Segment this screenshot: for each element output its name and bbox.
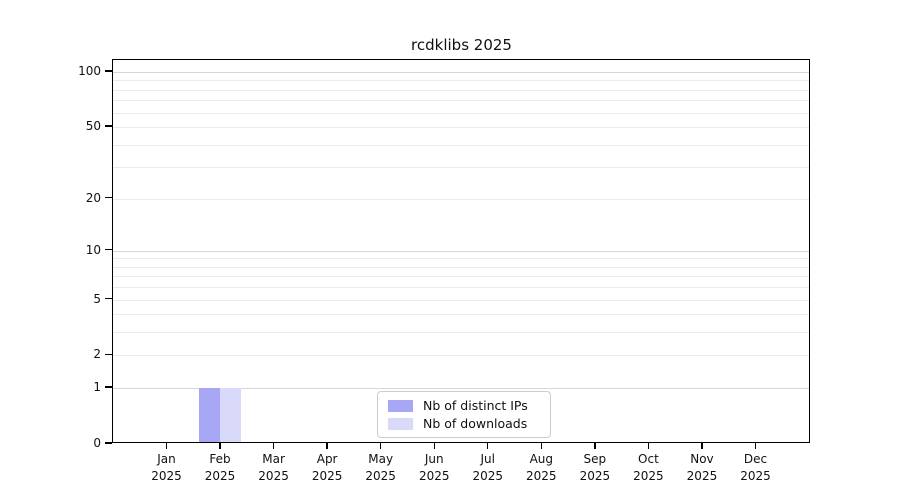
y-tick xyxy=(105,70,112,72)
x-tick-label: Jul 2025 xyxy=(472,452,504,483)
x-tick-label: Feb 2025 xyxy=(204,452,236,483)
gridline xyxy=(113,100,809,102)
y-tick xyxy=(105,297,112,300)
y-tick-label: 10 xyxy=(85,242,101,257)
gridline xyxy=(113,355,809,357)
gridline xyxy=(113,287,809,289)
gridline xyxy=(113,112,809,114)
x-tick-label: Aug 2025 xyxy=(526,452,557,483)
gridline xyxy=(113,89,809,91)
legend-label-downloads: Nb of downloads xyxy=(423,416,528,431)
x-tick-label: Oct 2025 xyxy=(633,452,664,483)
x-tick xyxy=(487,443,489,449)
legend-item-downloads: Nb of downloads xyxy=(388,416,540,431)
gridline xyxy=(113,80,809,82)
gridline xyxy=(113,126,809,128)
y-tick-label: 100 xyxy=(78,63,101,78)
y-tick-label: 0 xyxy=(93,436,101,450)
y-tick xyxy=(105,442,112,444)
gridline-major xyxy=(113,250,809,252)
gridline xyxy=(113,332,809,334)
gridline-major xyxy=(113,71,809,73)
x-tick xyxy=(540,443,542,449)
gridline xyxy=(113,266,809,268)
y-tick xyxy=(105,386,112,388)
gridline xyxy=(113,144,809,146)
x-tick-label: Nov 2025 xyxy=(686,452,718,483)
x-tick xyxy=(594,443,596,449)
x-tick xyxy=(754,443,757,449)
chart-title: rcdklibs 2025 xyxy=(411,36,512,54)
x-tick-label: Mar 2025 xyxy=(258,452,289,483)
y-tick-label: 5 xyxy=(93,291,101,306)
gridline xyxy=(113,299,809,301)
gridline xyxy=(113,167,809,169)
legend: Nb of distinct IPs Nb of downloads xyxy=(377,391,551,438)
x-tick-label: Jan 2025 xyxy=(151,452,182,483)
y-tick-label: 20 xyxy=(85,190,101,205)
x-tick xyxy=(326,443,328,449)
x-tick-label: Apr 2025 xyxy=(311,452,343,483)
bar-distinct-ips xyxy=(199,388,221,442)
gridline xyxy=(113,276,809,278)
gridline xyxy=(113,198,809,200)
gridline-major xyxy=(113,388,809,390)
bar-downloads xyxy=(220,388,242,442)
x-tick xyxy=(165,443,168,449)
legend-swatch-distinct-ips xyxy=(388,399,413,412)
x-tick-label: May 2025 xyxy=(365,452,396,483)
y-tick-label: 1 xyxy=(93,380,101,395)
y-tick xyxy=(105,196,112,199)
x-tick-label: Jun 2025 xyxy=(418,452,450,483)
y-tick-label: 50 xyxy=(85,118,101,133)
x-tick xyxy=(647,443,650,449)
legend-label-distinct-ips: Nb of distinct IPs xyxy=(423,398,528,413)
x-tick xyxy=(379,443,382,449)
x-tick xyxy=(701,443,703,449)
y-tick xyxy=(105,248,112,251)
gridline xyxy=(113,314,809,316)
plot-area xyxy=(112,59,810,443)
x-tick xyxy=(219,443,221,449)
legend-item-distinct-ips: Nb of distinct IPs xyxy=(388,398,540,413)
x-tick-label: Sep 2025 xyxy=(579,452,611,483)
legend-swatch-downloads xyxy=(388,417,413,430)
y-tick xyxy=(105,125,112,127)
y-tick-label: 2 xyxy=(93,347,101,362)
x-tick-label: Dec 2025 xyxy=(740,452,771,483)
x-tick xyxy=(272,443,275,449)
x-tick xyxy=(433,443,435,449)
gridline xyxy=(113,258,809,260)
y-tick xyxy=(105,353,112,356)
